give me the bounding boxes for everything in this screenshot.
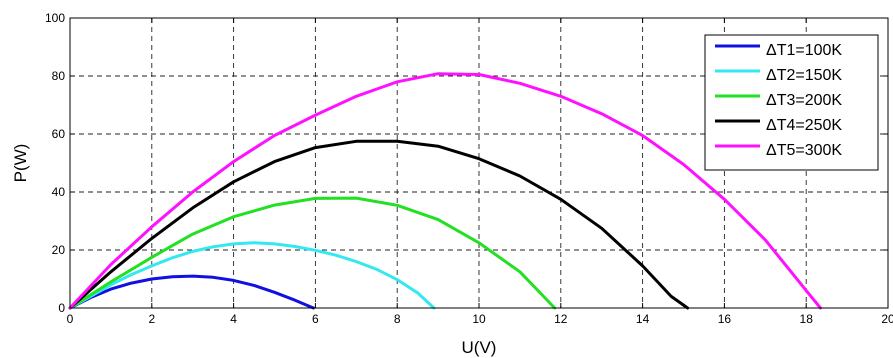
x-tick-label: 12 bbox=[554, 312, 568, 326]
x-tick-label: 16 bbox=[718, 312, 732, 326]
x-tick-label: 14 bbox=[636, 312, 650, 326]
series-line-2 bbox=[68, 241, 436, 310]
y-tick-label: 80 bbox=[52, 69, 66, 83]
legend-label-4: ΔT4=250K bbox=[766, 117, 842, 134]
x-tick-label: 4 bbox=[230, 312, 237, 326]
y-tick-label: 40 bbox=[52, 185, 66, 199]
series-line-3 bbox=[68, 196, 557, 310]
x-tick-label: 10 bbox=[472, 312, 486, 326]
series-line-5 bbox=[68, 72, 822, 310]
series-lines bbox=[68, 72, 822, 310]
x-tick-label: 8 bbox=[394, 312, 401, 326]
x-axis-label: U(V) bbox=[462, 338, 497, 357]
series-line-1 bbox=[68, 274, 315, 310]
legend-label-3: ΔT3=200K bbox=[766, 92, 842, 109]
y-tick-label: 20 bbox=[52, 243, 66, 257]
series-line-4 bbox=[68, 139, 690, 310]
x-tick-label: 6 bbox=[312, 312, 319, 326]
legend-label-1: ΔT1=100K bbox=[766, 42, 842, 59]
legend-label-5: ΔT5=300K bbox=[766, 142, 842, 159]
x-tick-label: 0 bbox=[67, 312, 74, 326]
y-tick-label: 0 bbox=[58, 301, 65, 315]
legend: ΔT1=100K ΔT2=150K ΔT3=200K ΔT4=250K ΔT5=300K bbox=[704, 34, 879, 171]
y-tick-label: 100 bbox=[45, 11, 65, 25]
legend-label-2: ΔT2=150K bbox=[766, 67, 842, 84]
x-tick-label: 18 bbox=[800, 312, 814, 326]
y-axis-label: P(W) bbox=[11, 144, 30, 183]
ticks: 0 2 4 6 8 10 12 14 16 18 20 0 20 40 60 80 100 bbox=[45, 11, 893, 326]
x-tick-label: 2 bbox=[148, 312, 155, 326]
y-tick-label: 60 bbox=[52, 127, 66, 141]
x-tick-label: 20 bbox=[881, 312, 893, 326]
